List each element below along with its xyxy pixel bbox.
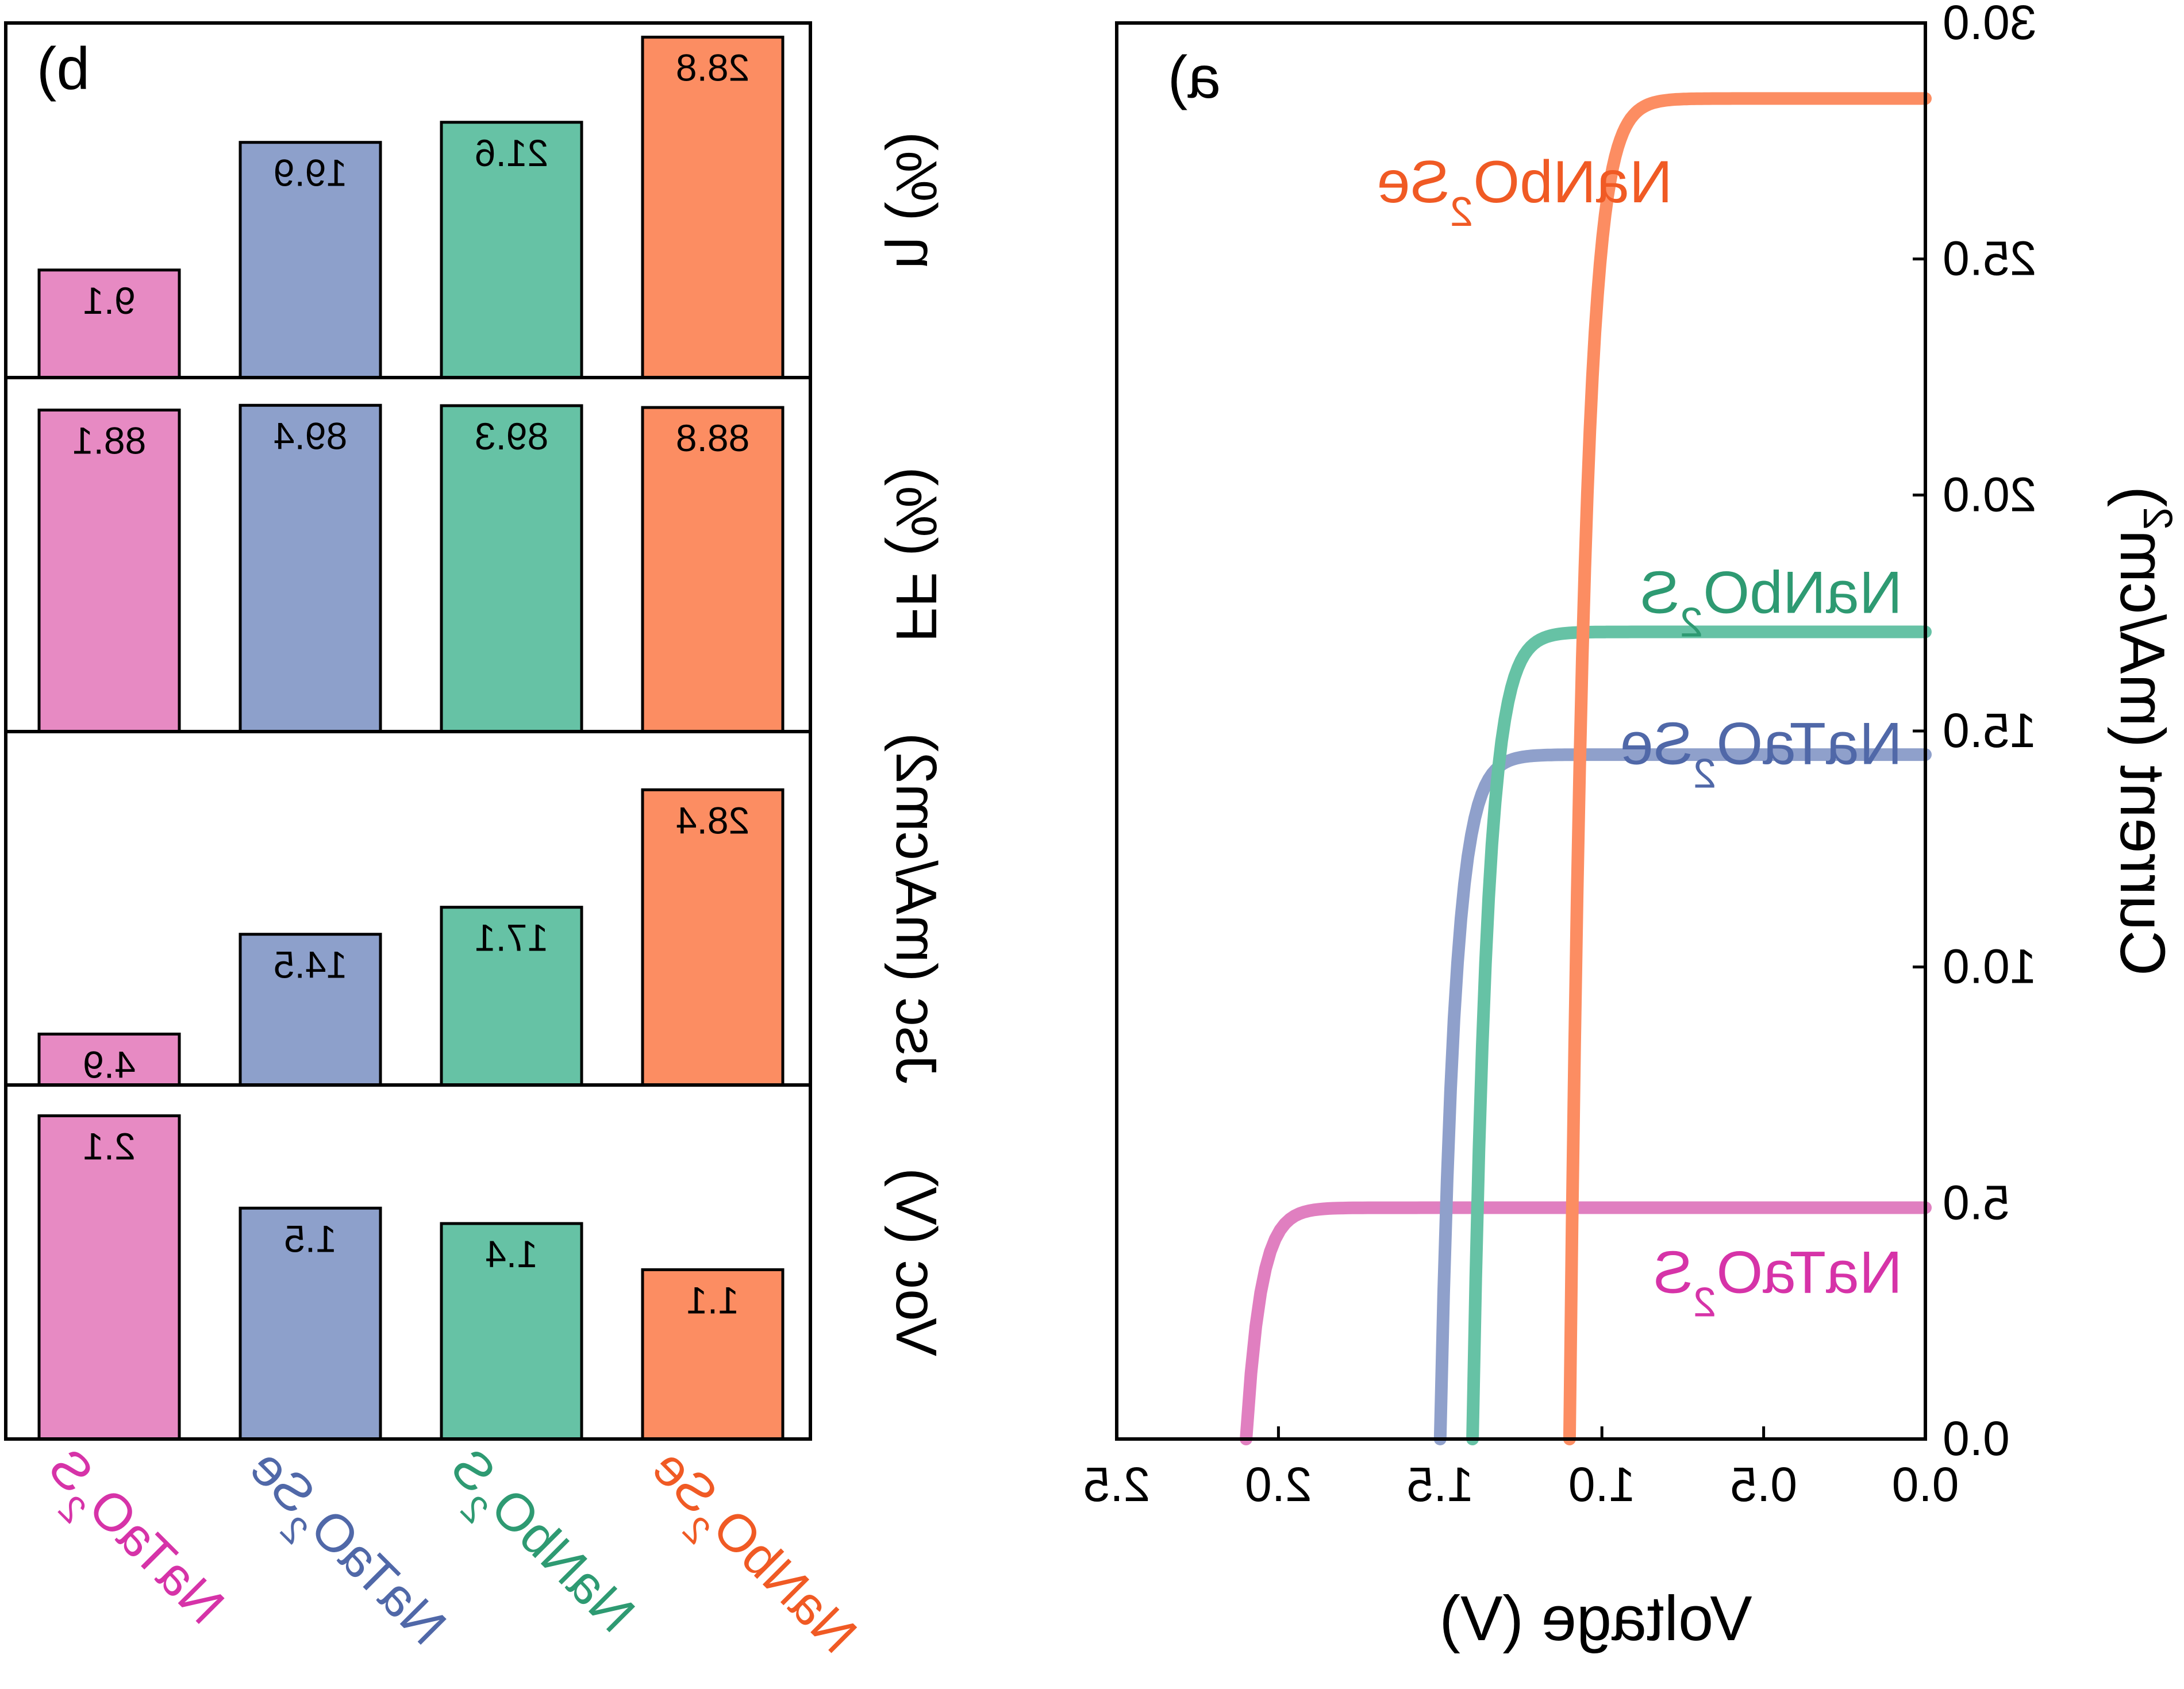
jv-curve-nanbo2se <box>1563 92 1932 1445</box>
category-label: NaNbO2S <box>428 1438 646 1656</box>
panel-a-label: a) <box>1168 44 1221 111</box>
bar-nanbo2s <box>440 906 583 1087</box>
y-tick-label: 30.0 <box>1943 0 2037 49</box>
bar-natao2s <box>37 409 181 733</box>
x-tick-label: 2.0 <box>1245 1457 1312 1511</box>
y-axis-title: Current (mA/cm2) <box>2107 486 2181 976</box>
panel-b: 9.1 19.9 21.6 28.8 η (%) 88.1 89.4 89.3 88.8 FF (… <box>4 21 948 1676</box>
jv-curve-natao2se <box>1433 748 1932 1445</box>
bar-value-label: 28.8 <box>676 47 749 89</box>
bar-value-label: 19.9 <box>274 152 347 194</box>
jv-curve-nanbo2s <box>1466 625 1932 1445</box>
bar-nanbo2s <box>440 404 583 733</box>
bar-value-label: 28.4 <box>676 799 749 841</box>
bar-panel-title: η (%) <box>884 132 948 269</box>
y-tick-label: 20.0 <box>1943 467 2037 521</box>
y-tick-label: 25.0 <box>1943 232 2037 286</box>
y-tick-label: 10.0 <box>1943 940 2037 994</box>
bar-value-label: 9.1 <box>83 279 136 322</box>
panel-b-label: b) <box>37 36 90 102</box>
category-label: NaNbO2Se <box>629 1438 868 1676</box>
panel-a-frame <box>1115 21 1927 1441</box>
bar-panel-2: 4.9 14.5 17.1 28.4 Jsc (mA/cm2) <box>4 730 948 1087</box>
bar-value-label: 4.9 <box>83 1043 136 1086</box>
bar-value-label: 89.4 <box>274 414 347 457</box>
bar-natao2s <box>37 1114 181 1441</box>
bar-value-label: 1.1 <box>686 1279 739 1321</box>
y-tick-label: 5.0 <box>1943 1175 2010 1229</box>
bar-natao2se <box>239 933 382 1087</box>
series-label: NaNbO2Se <box>1376 149 1672 235</box>
bar-nanbo2se <box>641 406 785 733</box>
bar-panel-title: FF (%) <box>884 467 948 642</box>
bar-value-label: 2.1 <box>83 1125 136 1168</box>
series-label: NaTaO2S <box>1653 1239 1902 1325</box>
bar-panel-title: Voc (V) <box>884 1168 948 1356</box>
bar-nanbo2s <box>440 1222 583 1441</box>
bar-value-label: 88.8 <box>676 417 749 459</box>
bar-panel-title: Jsc (mA/cm2) <box>884 733 948 1084</box>
bar-nanbo2se <box>641 1268 785 1441</box>
bar-panel-frame <box>4 1083 812 1441</box>
bar-natao2se <box>239 403 382 733</box>
bar-value-label: 21.6 <box>475 132 548 174</box>
bar-natao2se <box>239 141 382 379</box>
bar-value-label: 1.5 <box>284 1217 337 1260</box>
category-label: NaTaO2Se <box>227 1438 457 1668</box>
bar-value-label: 17.1 <box>475 917 548 959</box>
bar-panel-1: 88.1 89.4 89.3 88.8 FF (%) <box>4 376 948 733</box>
bar-panel-3: 2.1 1.5 1.4 1.1 Voc (V) <box>4 1083 948 1441</box>
category-label: NaTaO2S <box>26 1438 236 1648</box>
panel-a: 0.0 0.5 1.0 1.5 2.0 2.5 0.0 5.0 10.0 15.0 20.0 25.0… <box>1083 0 2181 1654</box>
y-tick-label: 15.0 <box>1943 703 2037 757</box>
x-axis-title: Voltage (V) <box>1439 1583 1752 1654</box>
bar-value-label: 14.5 <box>274 944 347 986</box>
series-label: NaNbO2S <box>1640 560 1902 646</box>
bar-value-label: 1.4 <box>485 1233 538 1275</box>
jv-curve-natao2s <box>1240 1201 1932 1445</box>
x-tick-label: 0.5 <box>1730 1457 1797 1511</box>
bar-nanbo2s <box>440 121 583 379</box>
x-tick-label: 2.5 <box>1083 1457 1151 1511</box>
bar-natao2se <box>239 1206 382 1441</box>
bar-natao2s <box>37 1032 181 1087</box>
bar-panel-0: 9.1 19.9 21.6 28.8 η (%) <box>4 21 948 379</box>
series-label: NaTaO2Se <box>1620 710 1902 797</box>
bar-nanbo2se <box>641 788 785 1087</box>
y-tick-label: 0.0 <box>1943 1411 2010 1465</box>
bar-value-label: 89.3 <box>475 415 548 457</box>
x-tick-label: 0.0 <box>1892 1457 1959 1511</box>
bar-nanbo2se <box>641 36 785 379</box>
x-tick-label: 1.5 <box>1406 1457 1474 1511</box>
bar-value-label: 88.1 <box>72 420 146 462</box>
x-tick-label: 1.0 <box>1568 1457 1636 1511</box>
